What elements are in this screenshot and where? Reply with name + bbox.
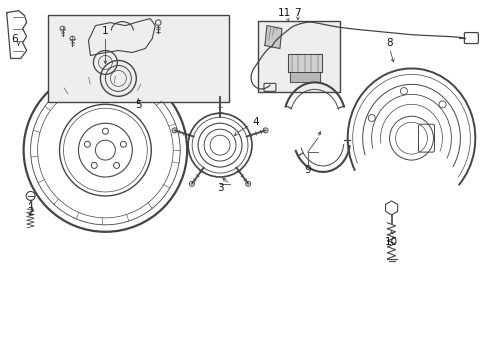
- FancyBboxPatch shape: [258, 21, 339, 92]
- Text: 5: 5: [135, 100, 142, 110]
- Text: 3: 3: [216, 183, 223, 193]
- Text: 2: 2: [27, 207, 34, 217]
- Text: 1: 1: [102, 26, 108, 36]
- Circle shape: [245, 181, 250, 186]
- Circle shape: [263, 128, 267, 133]
- Polygon shape: [287, 54, 321, 72]
- Polygon shape: [264, 26, 281, 49]
- Text: 9: 9: [304, 165, 310, 175]
- Text: 10: 10: [384, 237, 397, 247]
- Text: 7: 7: [294, 8, 301, 18]
- Polygon shape: [289, 72, 319, 82]
- Text: 8: 8: [386, 37, 392, 48]
- Text: 6: 6: [11, 33, 18, 44]
- Polygon shape: [7, 11, 26, 58]
- Text: 4: 4: [252, 117, 259, 127]
- Circle shape: [189, 181, 194, 186]
- Circle shape: [217, 95, 222, 100]
- Circle shape: [172, 128, 177, 133]
- FancyBboxPatch shape: [47, 15, 228, 102]
- Text: 11: 11: [278, 8, 291, 18]
